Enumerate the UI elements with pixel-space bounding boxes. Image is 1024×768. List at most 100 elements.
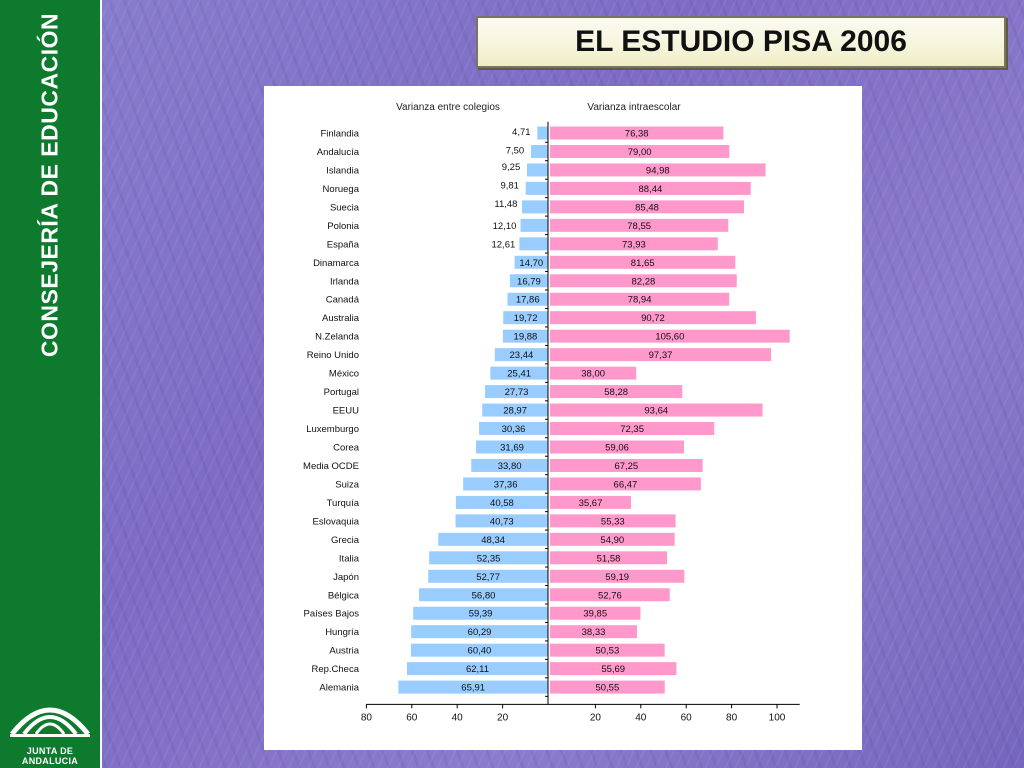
bar-right	[550, 385, 683, 399]
value-label-left: 40,58	[490, 498, 514, 509]
value-label-right: 81,65	[631, 258, 655, 269]
value-label-right: 78,94	[628, 295, 652, 306]
value-label-right: 76,38	[625, 129, 649, 140]
bar-left	[455, 495, 548, 509]
value-label-right: 35,67	[579, 498, 603, 509]
category-label: Portugal	[324, 387, 359, 398]
bar-right	[550, 329, 790, 343]
value-label-right: 67,25	[614, 461, 638, 472]
bar-right	[550, 292, 730, 306]
value-label-right: 97,37	[649, 350, 673, 361]
bar-right	[550, 144, 730, 158]
value-label-right: 105,60	[655, 332, 684, 343]
category-label: Hungría	[325, 627, 360, 638]
category-label: Media OCDE	[303, 461, 359, 472]
value-label-left: 31,69	[500, 442, 524, 453]
bar-right	[550, 440, 685, 454]
value-label-left: 40,73	[490, 516, 514, 527]
series-label-right: Varianza intraescolar	[587, 102, 681, 113]
value-label-right: 85,48	[635, 202, 659, 213]
bar-left	[476, 440, 548, 454]
logo-text: JUNTA DE ANDALUCIA	[21, 746, 79, 766]
bar-right	[550, 643, 665, 657]
value-label-left: 19,72	[514, 313, 538, 324]
value-label-right: 50,53	[595, 646, 619, 657]
value-label-right: 66,47	[614, 479, 638, 490]
value-label-left: 30,36	[502, 424, 526, 435]
value-label-right: 72,35	[620, 424, 644, 435]
value-label-left: 48,34	[481, 535, 505, 546]
category-label: Reino Unido	[307, 350, 359, 361]
value-label-right: 52,76	[598, 590, 622, 601]
bar-left	[482, 403, 548, 417]
category-label: Alemania	[319, 683, 359, 694]
x-tick-label-left: 60	[406, 712, 418, 723]
value-label-right: 50,55	[595, 683, 619, 694]
value-label-right: 38,33	[582, 627, 606, 638]
category-label: Islandia	[326, 165, 359, 176]
value-label-right: 94,98	[646, 165, 670, 176]
bar-right	[550, 422, 715, 436]
value-label-left: 12,10	[493, 221, 517, 232]
value-label-right: 58,28	[604, 387, 628, 398]
category-label: N.Zelanda	[315, 332, 360, 343]
bar-left	[485, 385, 548, 399]
chart-panel: Varianza entre colegios Varianza intraesc…	[264, 86, 862, 750]
value-label-right: 93,64	[644, 406, 668, 417]
value-label-left: 12,61	[491, 239, 515, 250]
bar-left	[411, 625, 548, 639]
value-label-right: 59,06	[605, 442, 629, 453]
bar-right	[550, 348, 772, 362]
value-label-left: 19,88	[514, 332, 538, 343]
value-label-left: 27,73	[505, 387, 529, 398]
x-tick-label-left: 40	[452, 712, 464, 723]
bar-left	[525, 181, 548, 195]
sidebar-title: CONSEJERÍA DE EDUCACIÓN	[36, 12, 63, 358]
value-label-left: 11,48	[494, 199, 517, 210]
value-label-right: 39,85	[583, 609, 607, 620]
bar-right	[550, 311, 756, 325]
bar-left	[419, 588, 548, 602]
bar-left	[410, 643, 548, 657]
value-label-left: 4,71	[512, 127, 531, 138]
value-label-right: 82,28	[631, 276, 655, 287]
bar-right	[550, 680, 665, 694]
value-label-right: 79,00	[628, 147, 652, 158]
category-label: Países Bajos	[304, 609, 360, 620]
value-label-right: 73,93	[622, 239, 646, 250]
category-label: España	[327, 239, 360, 250]
bar-left	[413, 606, 548, 620]
category-label: Japón	[333, 572, 359, 583]
value-label-right: 59,19	[605, 572, 629, 583]
bar-right	[550, 477, 701, 491]
bar-left	[479, 422, 548, 436]
category-label: Irlanda	[330, 276, 360, 287]
bar-right	[550, 458, 703, 472]
category-label: Polonia	[327, 221, 359, 232]
bar-right	[550, 569, 685, 583]
category-label: Noruega	[323, 184, 360, 195]
value-label-left: 28,97	[503, 406, 527, 417]
bar-left	[519, 237, 548, 251]
bar-right	[550, 163, 766, 177]
bar-left	[428, 569, 548, 583]
bar-left	[463, 477, 548, 491]
category-label: Eslovaquia	[313, 516, 360, 527]
value-label-left: 33,80	[498, 461, 522, 472]
category-label: Corea	[333, 442, 360, 453]
bar-right	[550, 200, 745, 214]
bar-right	[550, 588, 670, 602]
x-tick-label-right: 80	[726, 712, 738, 723]
value-label-left: 60,29	[468, 627, 492, 638]
bar-left	[455, 514, 548, 528]
x-tick-label-right: 20	[590, 712, 602, 723]
category-label: Turquía	[327, 498, 360, 509]
bar-left	[490, 366, 548, 380]
series-label-left: Varianza entre colegios	[396, 102, 500, 113]
value-label-right: 51,58	[597, 553, 621, 564]
category-label: Suecia	[330, 202, 360, 213]
x-tick-label-right: 40	[635, 712, 647, 723]
bar-right	[550, 625, 638, 639]
value-label-left: 56,80	[472, 590, 496, 601]
x-tick-label-right: 100	[769, 712, 786, 723]
